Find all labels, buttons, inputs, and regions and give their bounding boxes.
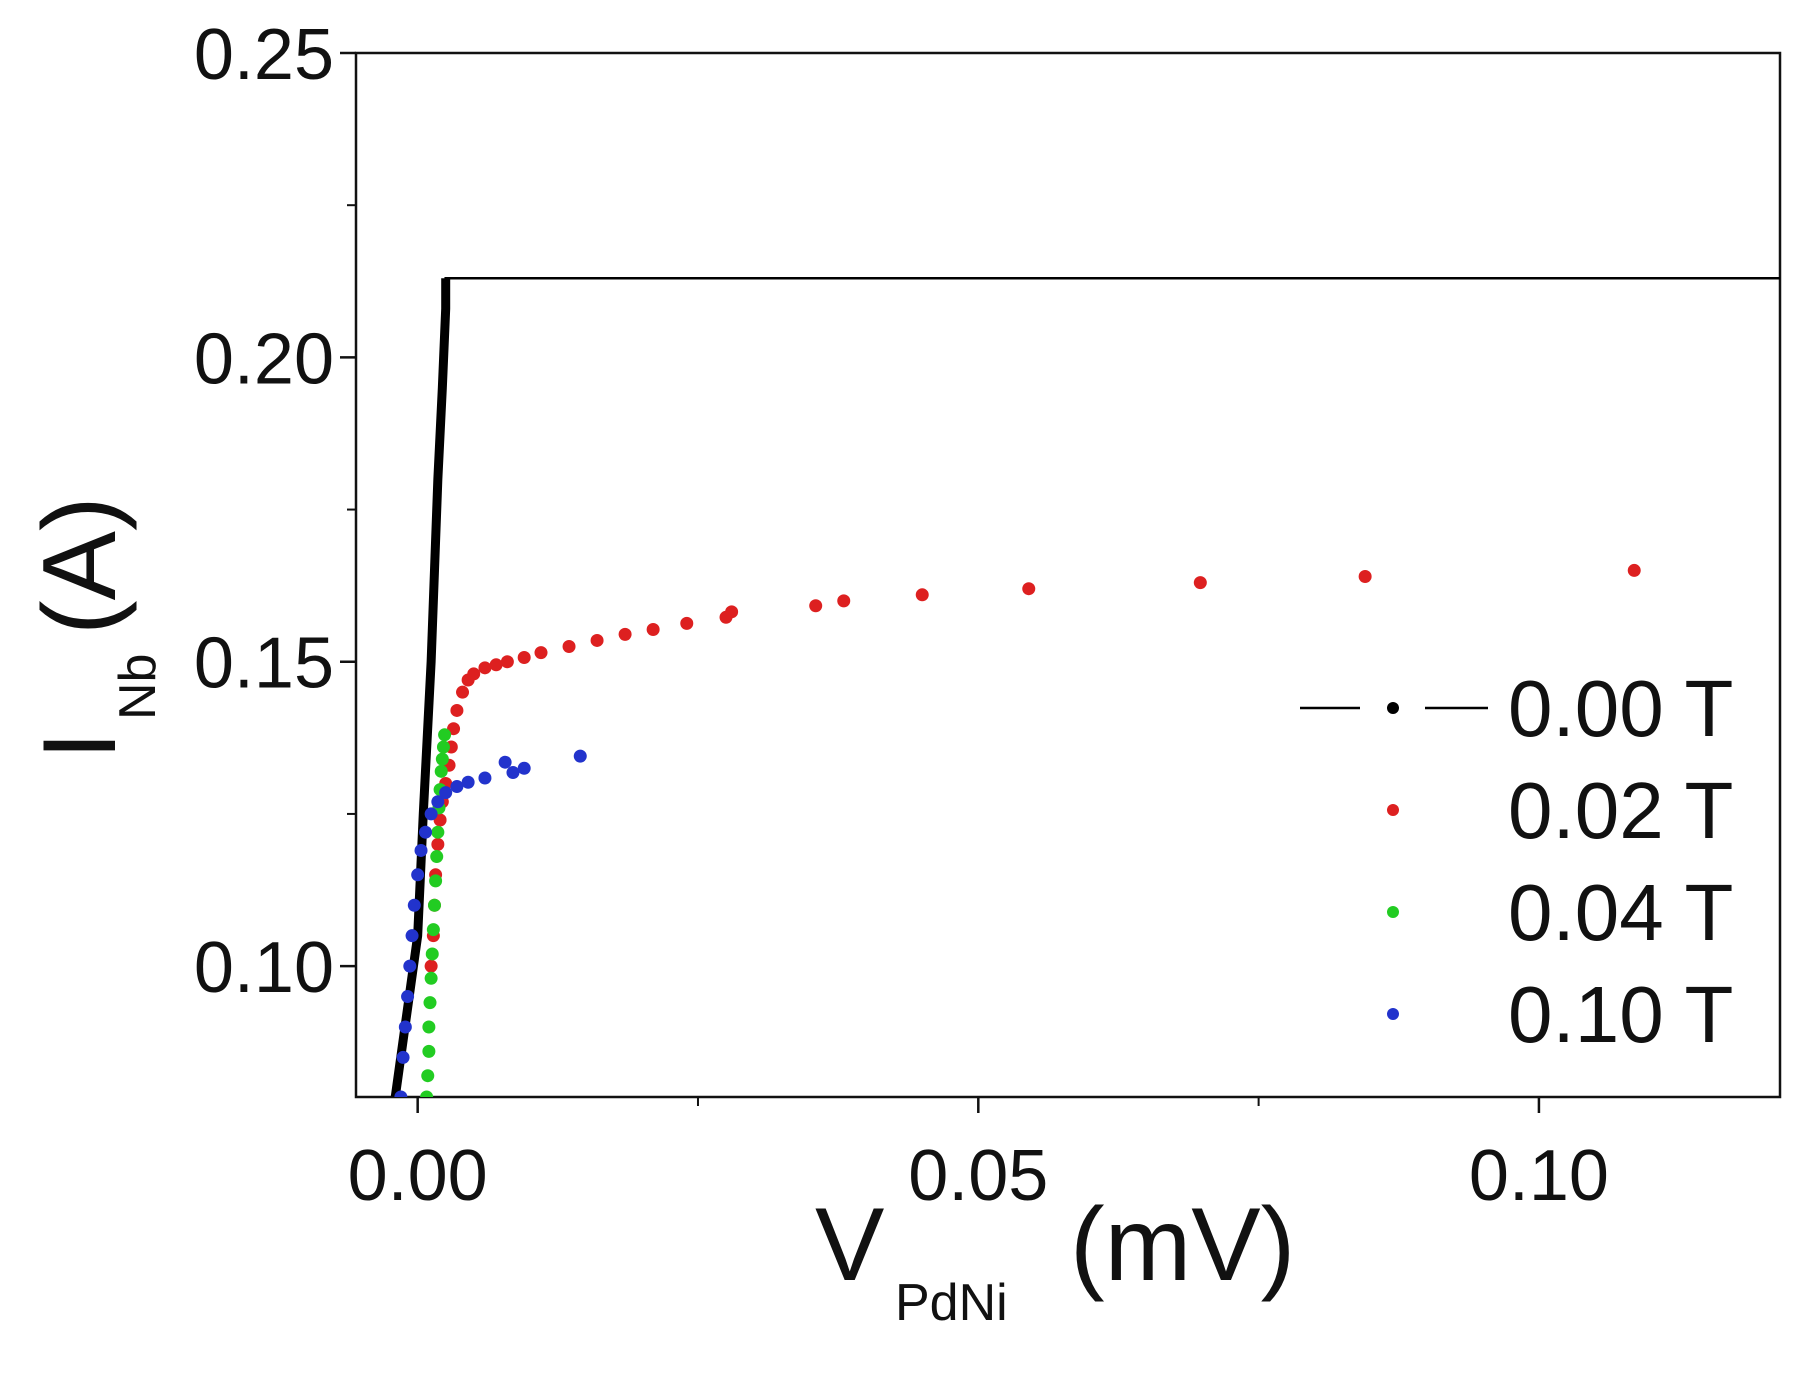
legend: 0.00 T 0.02 T 0.04 T 0.10 T — [1300, 664, 1733, 1059]
data-point — [421, 1069, 435, 1083]
legend-marker — [1387, 906, 1399, 918]
legend-label: 0.10 T — [1508, 970, 1733, 1059]
series-004T-group — [420, 728, 452, 1097]
data-point — [450, 780, 464, 794]
data-point — [456, 685, 470, 699]
data-point — [478, 771, 492, 785]
data-point — [401, 990, 415, 1004]
data-point — [618, 627, 632, 641]
data-point — [394, 1090, 408, 1097]
legend-marker — [1387, 702, 1399, 714]
data-point — [424, 971, 438, 985]
data-point — [500, 655, 514, 669]
data-point — [425, 947, 439, 961]
y-tick-label: 0.15 — [194, 624, 334, 704]
data-point — [1022, 582, 1036, 596]
legend-item: 0.02 T — [1387, 766, 1733, 855]
data-point — [414, 843, 428, 857]
data-point — [431, 837, 445, 851]
data-point — [429, 874, 443, 888]
data-point — [434, 764, 448, 778]
data-point — [426, 923, 440, 937]
data-point — [396, 1050, 410, 1064]
data-point — [809, 599, 823, 613]
data-point — [422, 1020, 436, 1034]
legend-marker — [1387, 804, 1399, 816]
x-tick-label: 0.00 — [348, 1136, 488, 1216]
data-point — [562, 640, 576, 654]
data-point — [506, 766, 520, 780]
data-point — [478, 661, 492, 675]
legend-marker — [1387, 1008, 1399, 1020]
x-axis-label-subscript: PdNi — [895, 1274, 1008, 1332]
y-tick-label: 0.20 — [194, 319, 334, 399]
data-point — [1358, 570, 1372, 584]
data-point — [439, 786, 453, 800]
legend-label: 0.04 T — [1508, 868, 1733, 957]
data-point — [405, 929, 419, 943]
plot-frame — [354, 51, 1782, 1099]
data-point — [489, 658, 503, 672]
data-point — [436, 740, 450, 754]
data-point — [590, 633, 604, 647]
data-point — [427, 898, 441, 912]
data-point — [419, 825, 433, 839]
series-010T-group — [394, 749, 587, 1097]
data-point — [517, 650, 531, 664]
series-002T-group — [424, 563, 1641, 973]
legend-item: 0.10 T — [1387, 970, 1733, 1059]
y-tick-label: 0.10 — [194, 928, 334, 1008]
data-point — [403, 959, 417, 973]
data-point — [467, 667, 481, 681]
data-point — [1193, 576, 1207, 590]
data-point — [431, 825, 445, 839]
data-point — [435, 752, 449, 766]
data-point — [411, 868, 425, 882]
data-point — [680, 616, 694, 630]
data-point — [573, 749, 587, 763]
legend-item: 0.00 T — [1300, 664, 1733, 753]
x-tick-label: 0.10 — [1469, 1136, 1609, 1216]
data-point — [461, 775, 475, 789]
data-point — [398, 1020, 412, 1034]
data-point — [1627, 563, 1641, 577]
data-point — [407, 898, 421, 912]
y-axis-label-subscript: Nb — [109, 654, 167, 720]
x-axis-label: V PdNi (mV) — [815, 1187, 1295, 1332]
y-axis-label-main: I — [22, 731, 138, 760]
y-axis-label: I Nb (A) — [22, 496, 167, 760]
data-point — [915, 588, 929, 602]
data-point — [517, 761, 531, 775]
y-axis: 0.10 0.15 0.20 0.25 — [194, 15, 356, 1008]
legend-label: 0.00 T — [1508, 664, 1733, 753]
x-tick-label: 0.05 — [908, 1136, 1048, 1216]
data-point — [430, 850, 444, 864]
data-point — [646, 622, 660, 636]
data-point — [498, 755, 512, 769]
data-point — [420, 1090, 434, 1097]
data-point — [423, 996, 437, 1010]
x-axis-label-main: V — [815, 1187, 884, 1303]
series-layer — [390, 276, 1780, 1097]
legend-item: 0.04 T — [1387, 868, 1733, 957]
series-steep-segment — [390, 278, 451, 1097]
data-point — [534, 646, 548, 660]
data-point — [837, 594, 851, 608]
data-point — [438, 728, 452, 742]
y-tick-label: 0.25 — [194, 15, 334, 95]
data-point — [424, 807, 438, 821]
data-point — [450, 703, 464, 717]
y-axis-label-unit: (A) — [22, 496, 138, 635]
x-axis-label-unit: (mV) — [1070, 1187, 1295, 1303]
legend-label: 0.02 T — [1508, 766, 1733, 855]
data-point — [422, 1044, 436, 1058]
data-point — [725, 605, 739, 619]
data-point — [431, 795, 445, 809]
data-point — [424, 959, 438, 973]
x-axis: 0.00 0.05 0.10 — [348, 1097, 1609, 1216]
